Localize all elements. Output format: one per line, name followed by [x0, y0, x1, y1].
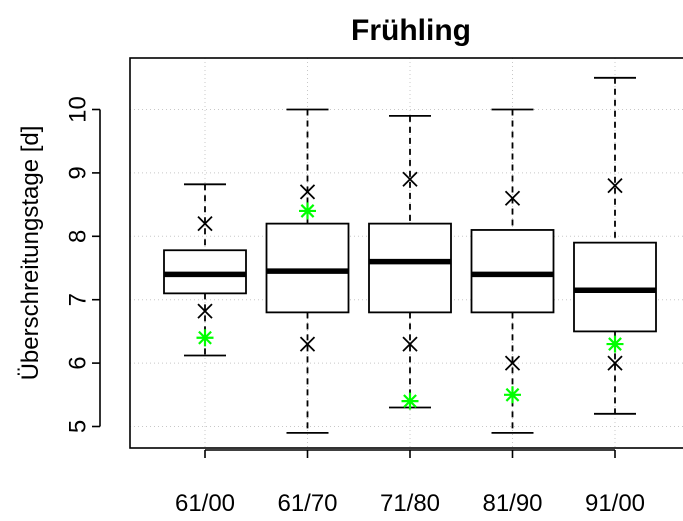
cross-stroke — [402, 171, 418, 187]
y-tick-label: 7 — [65, 293, 92, 306]
y-tick-label: 5 — [65, 420, 92, 433]
y-tick-label: 10 — [65, 96, 92, 123]
x-tick-label: 71/80 — [380, 490, 440, 517]
x-tick-label: 61/00 — [175, 490, 235, 517]
star-marker — [299, 202, 316, 220]
cross-stroke — [299, 184, 316, 200]
y-tick-label: 6 — [65, 356, 92, 369]
box-91-00 — [573, 76, 657, 415]
cross-stroke — [607, 355, 623, 371]
box-iqr — [470, 229, 555, 314]
x-tick-label: 61/70 — [277, 490, 337, 517]
star-stroke — [198, 330, 212, 345]
x-tick-label: 91/00 — [585, 490, 645, 517]
star-marker — [401, 392, 419, 410]
star-marker — [504, 386, 521, 404]
star-stroke — [608, 337, 622, 351]
cross-marker — [402, 171, 418, 187]
box-iqr — [368, 222, 452, 314]
plot-frame — [129, 57, 683, 449]
cross-marker — [197, 215, 213, 232]
cross-marker — [504, 190, 521, 206]
star-stroke — [300, 204, 315, 218]
box-81-90 — [470, 108, 555, 434]
box-layer — [163, 76, 657, 434]
cross-stroke — [299, 336, 316, 352]
cross-stroke — [504, 355, 521, 371]
box-iqr — [265, 222, 350, 314]
box-71-80 — [368, 114, 452, 409]
cross-stroke — [197, 303, 213, 319]
x-axis: 61/00 61/70 71/80 81/90 91/00 — [175, 449, 645, 517]
y-axis-label: Überschreitungstage [d] — [17, 126, 44, 381]
box-iqr — [573, 241, 657, 333]
cross-marker — [402, 336, 418, 352]
box-61-70 — [265, 108, 350, 434]
y-tick-label: 8 — [65, 230, 92, 243]
cross-marker — [504, 355, 521, 371]
chart-title: Frühling — [351, 14, 471, 47]
y-tick-label: 9 — [65, 166, 92, 179]
box-61-00 — [163, 183, 247, 357]
cross-marker — [607, 177, 623, 194]
marker-layer — [196, 171, 624, 410]
star-marker — [196, 329, 214, 347]
cross-marker — [299, 336, 316, 352]
cross-marker — [197, 303, 213, 319]
star-stroke — [403, 394, 417, 409]
cross-stroke — [402, 336, 418, 352]
cross-stroke — [504, 190, 521, 206]
star-stroke — [505, 387, 520, 402]
y-axis: 5 6 7 8 9 10 — [65, 96, 101, 433]
cross-stroke — [197, 215, 213, 232]
cross-marker — [607, 355, 623, 371]
star-marker — [606, 335, 624, 353]
cross-stroke — [607, 177, 623, 194]
x-tick-label: 81/90 — [482, 490, 542, 517]
cross-marker — [299, 184, 316, 200]
